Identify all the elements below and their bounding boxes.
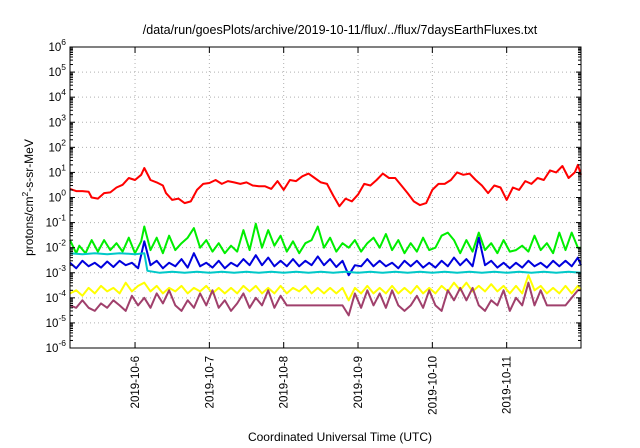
y-tick-label: 10-1: [46, 213, 67, 230]
y-tick-exponent: -2: [58, 238, 66, 248]
y-tick-exponent: -5: [58, 313, 66, 323]
y-tick-exponent: 4: [61, 87, 66, 97]
y-axis-label-superscript: 2: [20, 192, 30, 197]
y-tick-base: 10: [46, 293, 59, 305]
y-tick-label: 10-6: [46, 338, 67, 355]
y-tick-label: 106: [48, 37, 66, 54]
series-line-1: [69, 163, 582, 208]
y-tick-exponent: 1: [61, 162, 66, 172]
series-line-5: [69, 274, 582, 302]
y-tick-label: 10-3: [46, 263, 67, 280]
x-tick-label: 2019-10-11: [502, 356, 514, 414]
y-tick-label: 10-2: [46, 238, 67, 255]
series-line-4: [69, 252, 582, 274]
series-line-6: [69, 281, 581, 317]
x-axis-label: Coordinated Universal Time (UTC): [248, 430, 432, 444]
y-tick-label: 102: [48, 137, 66, 154]
y-tick-exponent: -6: [58, 338, 66, 348]
y-tick-label: 10-4: [46, 288, 67, 305]
y-tick-base: 10: [46, 268, 59, 280]
y-tick-exponent: 5: [61, 62, 66, 72]
y-tick-label: 104: [48, 87, 66, 104]
y-tick-base: 10: [48, 67, 61, 79]
y-tick-base: 10: [48, 193, 61, 205]
x-tick-label: 2019-10-9: [353, 356, 365, 408]
y-tick-exponent: 0: [61, 188, 66, 198]
y-tick-label: 105: [48, 62, 66, 79]
chart-title: /data/run/goesPlots/archive/2019-10-11/f…: [143, 23, 538, 37]
y-tick-label: 100: [48, 188, 66, 205]
series-line-3: [69, 236, 582, 277]
y-tick-base: 10: [48, 92, 61, 104]
y-tick-base: 10: [46, 343, 59, 355]
y-tick-label: 10-5: [46, 313, 67, 330]
y-tick-base: 10: [48, 117, 61, 129]
y-tick-base: 10: [46, 318, 59, 330]
axes: 10-610-510-410-310-210-11001011021031041…: [46, 37, 581, 415]
y-tick-exponent: -4: [58, 288, 66, 298]
y-axis-label: protons/cm2-s-sr-MeV: [20, 139, 36, 256]
y-tick-base: 10: [46, 218, 59, 230]
x-tick-label: 2019-10-8: [279, 356, 291, 408]
x-tick-label: 2019-10-7: [204, 356, 216, 408]
x-tick-label: 2019-10-10: [427, 356, 439, 415]
y-tick-exponent: 6: [61, 37, 66, 47]
y-axis-label-base: protons/cm: [22, 197, 36, 256]
y-tick-exponent: 3: [61, 112, 66, 122]
y-tick-label: 103: [48, 112, 66, 129]
x-tick-label: 2019-10-6: [130, 356, 142, 408]
series-lines: [69, 163, 582, 317]
y-tick-base: 10: [48, 142, 61, 154]
y-tick-base: 10: [48, 167, 61, 179]
y-axis-label-rest: -s-sr-MeV: [22, 139, 36, 192]
y-tick-exponent: 2: [61, 137, 66, 147]
y-tick-label: 101: [48, 162, 66, 179]
y-tick-exponent: -3: [58, 263, 66, 273]
y-tick-base: 10: [46, 243, 59, 255]
y-tick-exponent: -1: [58, 213, 66, 223]
y-tick-base: 10: [48, 42, 61, 54]
series-line-2: [69, 222, 581, 255]
